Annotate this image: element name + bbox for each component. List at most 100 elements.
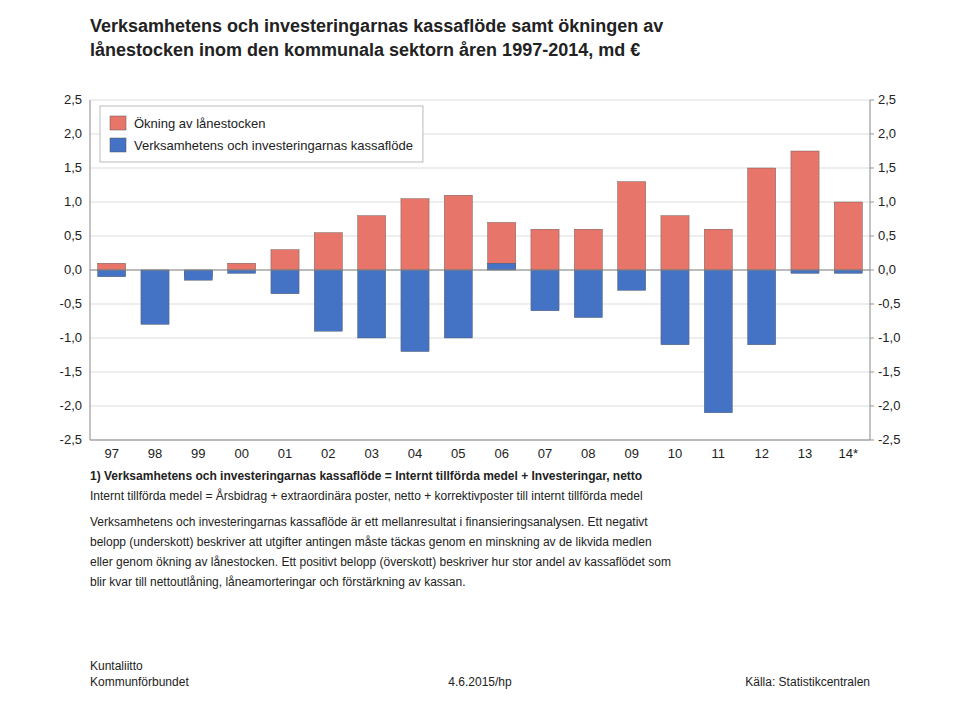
y2-tick [870,134,874,135]
chart: Verksamhetens och investeringarnas kassa… [0,0,960,705]
y-tick-label: -0,5 [60,296,82,311]
bar [314,233,342,270]
x-tick-label: 99 [191,446,205,461]
bar [358,216,386,270]
x-tick-label: 05 [451,446,465,461]
logo-text: Kuntaliitto [90,659,143,673]
bar [271,250,299,270]
x-tick-label: 11 [712,446,726,461]
y-tick-label: 1,0 [64,194,82,209]
y2-tick-label: -0,5 [878,296,900,311]
date-text: 4.6.2015/hp [448,675,512,689]
legend-item: Ökning av lånestocken [110,116,266,131]
y2-tick-label: -1,5 [878,364,900,379]
bar [401,270,429,352]
bar [574,270,602,318]
y2-tick-label: 2,0 [878,126,896,141]
x-tick-label: 97 [104,446,118,461]
y2-tick-label: -2,0 [878,398,900,413]
y-tick-label: -2,5 [60,432,82,447]
y-tick-label: 0,0 [64,262,82,277]
legend-swatch [110,116,126,130]
y2-tick [870,168,874,169]
bar [791,151,819,270]
bar [228,270,256,273]
source-text: Källa: Statistikcentralen [745,675,870,689]
x-tick-label: 01 [278,446,292,461]
legend-item: Verksamhetens och investeringarnas kassa… [110,138,413,153]
y2-tick-label: 1,0 [878,194,896,209]
y2-tick [870,406,874,407]
legend-label: Ökning av lånestocken [134,116,266,131]
y2-tick-label: -2,5 [878,432,900,447]
y2-tick [870,304,874,305]
footnote: belopp (underskott) beskriver att utgift… [90,535,652,549]
bars [98,151,863,413]
bar [184,270,212,280]
bar [271,270,299,294]
bar [531,270,559,311]
y2-tick-label: 2,5 [878,92,896,107]
bar [834,270,862,273]
bar [704,229,732,270]
grid-line [90,270,870,271]
x-tick-label: 09 [624,446,638,461]
bar [618,182,646,270]
y-tick-label: 1,5 [64,160,82,175]
y2-axis [870,100,871,440]
x-tick-label: 04 [408,446,422,461]
footnote: 1) Verksamhetens och investeringarnas ka… [90,469,642,483]
bar [748,270,776,345]
grid [90,100,870,440]
y2-tick [870,270,874,271]
x-tick-label: 10 [668,446,682,461]
bar [748,168,776,270]
y-tick-label: 2,5 [64,92,82,107]
x-tick-label: 14* [839,446,859,461]
x-tick-label: 07 [538,446,552,461]
footnote: Verksamhetens och investeringarnas kassa… [90,515,648,529]
bar [704,270,732,413]
y2-tick-label: 0,5 [878,228,896,243]
footnote: blir kvar till nettoutlåning, låneamorte… [90,575,466,589]
bar [228,263,256,270]
bar [488,222,516,270]
logo-text: Kommunförbundet [90,675,189,689]
bar [141,270,169,324]
y-axis [90,100,91,440]
x-axis [90,440,870,441]
y-tick-label: -2,0 [60,398,82,413]
y2-tick [870,372,874,373]
y-tick-label: 0,5 [64,228,82,243]
bar [574,229,602,270]
x-tick-label: 00 [234,446,248,461]
y2-tick [870,202,874,203]
bar [531,229,559,270]
x-tick-label: 03 [364,446,378,461]
bar [488,263,516,270]
y2-tick [870,338,874,339]
x-tick-label: 02 [321,446,335,461]
bar [401,199,429,270]
y-tick-label: -1,0 [60,330,82,345]
title: lånestocken inom den kommunala sektorn å… [90,40,640,60]
y-tick-label: 2,0 [64,126,82,141]
legend: Ökning av lånestocken Verksamhetens och i… [100,106,423,162]
grid-line [90,440,870,441]
bar [314,270,342,331]
bar [661,270,689,345]
bar [834,202,862,270]
bar [661,216,689,270]
y2-tick-label: 1,5 [878,160,896,175]
y2-tick [870,440,874,441]
bar [618,270,646,290]
footnote: Internt tillförda medel = Årsbidrag + ex… [90,488,643,503]
bar [444,270,472,338]
legend-box [100,106,423,162]
grid-line [90,406,870,407]
bar [358,270,386,338]
bar [791,270,819,273]
title: Verksamhetens och investeringarnas kassa… [90,16,663,36]
legend-label: Verksamhetens och investeringarnas kassa… [134,138,413,153]
bar [444,195,472,270]
